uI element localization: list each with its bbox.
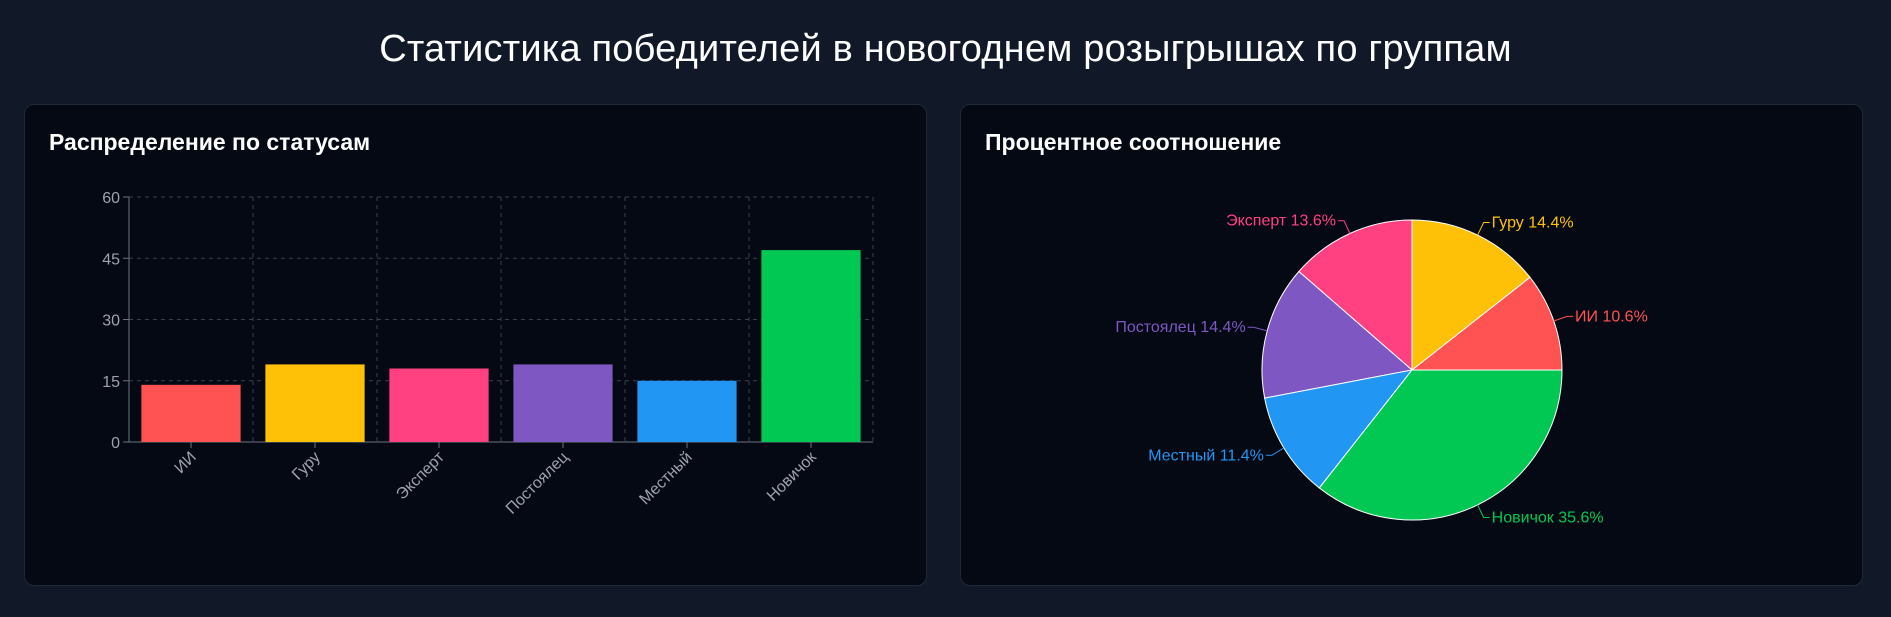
pie-label: Местный 11.4% — [1148, 447, 1264, 464]
pie-label: Постоялец 14.4% — [1115, 319, 1245, 336]
page-title: Статистика победителей в новогоднем розы… — [379, 28, 1512, 70]
x-tick-label: Постоялец — [503, 449, 572, 518]
x-tick-label: Новичок — [764, 448, 821, 505]
y-tick-label: 0 — [111, 435, 120, 452]
pie-label: Гуру 14.4% — [1492, 214, 1574, 231]
bar-6 — [761, 250, 861, 442]
pie-label-line — [1265, 447, 1285, 456]
pie-slice-1 — [1410, 276, 1563, 371]
pie-label-line — [1477, 221, 1490, 236]
bar-chart: 0 15 30 45 60 ИИ Гуру Эксперт Постоялец Местный Но… — [102, 190, 874, 518]
bar-4 — [513, 364, 613, 442]
pie-slice-2 — [1411, 219, 1531, 372]
pie-chart: ИИ 10.6% Гуру 14.4% Эксперт 13.6% Постоялец… — [1115, 213, 1648, 527]
y-tick-label: 45 — [102, 251, 120, 268]
bar-chart-card: Распределение по статусам 0 15 30 45 60 ИИ Гур… — [24, 104, 927, 586]
pie-slice-6 — [1318, 369, 1563, 521]
x-tick-label: Гуру — [289, 449, 324, 484]
pie-label-line — [1247, 326, 1268, 332]
y-tick-label: 60 — [102, 190, 120, 207]
pie-label: Новичок 35.6% — [1492, 510, 1604, 527]
x-tick-label: ИИ — [172, 449, 200, 477]
pie-label-line — [1477, 504, 1490, 519]
pie-label: ИИ 10.6% — [1575, 308, 1648, 325]
pie-chart-card: Процентное соотношение ИИ 10.6% Гуру 14.4… — [960, 104, 1863, 586]
pie-slice-5 — [1264, 369, 1414, 489]
x-tick-label: Эксперт — [393, 448, 448, 503]
bar-1 — [141, 384, 241, 442]
y-tick-label: 30 — [102, 313, 120, 330]
bar-chart-title: Распределение по статусам — [49, 129, 371, 155]
y-tick-label: 15 — [102, 374, 120, 391]
bar-5 — [637, 380, 737, 442]
pie-label: Эксперт 13.6% — [1226, 213, 1336, 230]
pie-slice-3 — [1298, 219, 1413, 372]
bar-2 — [265, 364, 365, 442]
pie-chart-title: Процентное соотношение — [985, 129, 1282, 155]
pie-label-line — [1553, 315, 1573, 322]
bar-3 — [389, 368, 489, 442]
pie-label-line — [1338, 220, 1351, 234]
x-tick-label: Местный — [636, 449, 695, 508]
